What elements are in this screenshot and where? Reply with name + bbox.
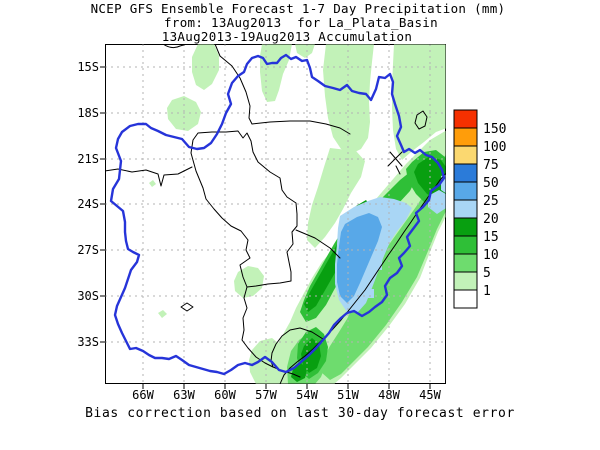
y-tick-label: 15S (77, 60, 99, 74)
legend-swatch (453, 109, 478, 129)
x-tick-label: 57W (255, 388, 277, 402)
x-tick-label: 66W (132, 388, 154, 402)
grid-lines (105, 44, 446, 384)
legend-swatch (453, 217, 478, 237)
legend-value: 5 (483, 266, 491, 281)
basin-outline (109, 53, 446, 376)
border-uruguay (270, 327, 324, 368)
legend-value: 100 (483, 140, 506, 155)
river-junction-marks (387, 151, 403, 175)
lake-outline-ne (414, 110, 428, 130)
legend-swatch (453, 181, 478, 201)
y-axis-labels: 15S 18S 21S 24S 27S 30S 33S (77, 60, 99, 349)
legend-value: 15 (483, 230, 499, 245)
legend-swatch (453, 127, 478, 147)
x-axis-labels: 66W 63W 60W 57W 54W 51W 48W 45W (132, 388, 441, 402)
border-bolivia-brazil (214, 44, 351, 135)
border-top-arc (162, 44, 188, 49)
legend-swatch (453, 253, 478, 273)
legend-swatch (453, 289, 478, 309)
x-tick-label: 60W (214, 388, 236, 402)
y-tick-label: 33S (77, 335, 99, 349)
y-tick-label: 30S (77, 289, 99, 303)
x-tick-label: 45W (419, 388, 441, 402)
coastline (279, 172, 446, 384)
caption: Bias correction based on last 30-day for… (85, 406, 515, 421)
precip-level-25-50 (337, 213, 382, 303)
country-borders (105, 44, 446, 384)
border-misiones (295, 229, 341, 259)
y-tick-label: 27S (77, 243, 99, 257)
legend-value: 10 (483, 248, 499, 263)
x-tick-label: 54W (296, 388, 318, 402)
title-subline-from: from: 13Aug2013 for La_Plata_Basin (164, 15, 438, 30)
legend-value: 75 (483, 158, 499, 173)
lake-mar-chiquita (180, 302, 194, 312)
x-tick-label: 48W (378, 388, 400, 402)
legend-value: 50 (483, 176, 499, 191)
border-paraguay (190, 130, 298, 288)
legend-value: 25 (483, 194, 499, 209)
legend-value: 1 (483, 284, 491, 299)
legend-swatch (453, 235, 478, 255)
legend-swatch (453, 199, 478, 219)
border-bolivia-argentina (105, 166, 193, 187)
legend-value: 150 (483, 122, 506, 137)
axis-ticks (100, 66, 431, 389)
title-subline-accumulation: 13Aug2013-19Aug2013 Accumulation (162, 29, 412, 44)
y-tick-label: 18S (77, 106, 99, 120)
color-legend: 150 100 75 50 25 20 15 10 5 1 (453, 109, 506, 309)
x-tick-label: 63W (173, 388, 195, 402)
y-tick-label: 24S (77, 197, 99, 211)
y-tick-label: 21S (77, 152, 99, 166)
legend-swatch (453, 145, 478, 165)
legend-value: 20 (483, 212, 499, 227)
legend-swatch (453, 271, 478, 291)
x-tick-label: 51W (337, 388, 359, 402)
legend-swatch (453, 163, 478, 183)
page-title: NCEP GFS Ensemble Forecast 1-7 Day Preci… (91, 1, 506, 16)
